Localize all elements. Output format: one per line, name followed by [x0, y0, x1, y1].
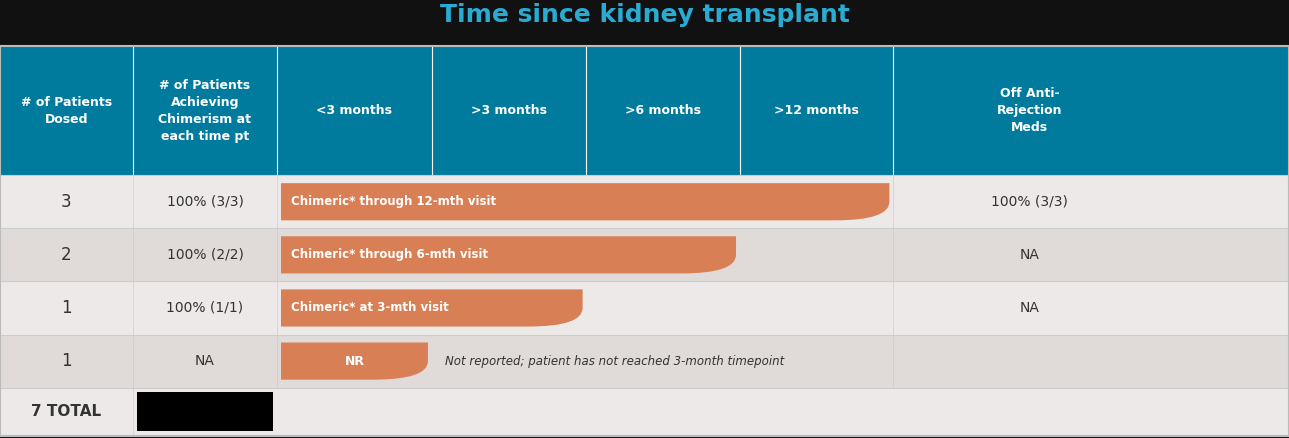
Text: 3: 3	[61, 193, 72, 211]
Text: >3 months: >3 months	[472, 104, 547, 117]
Text: <3 months: <3 months	[317, 104, 392, 117]
Text: # of Patients
Dosed: # of Patients Dosed	[21, 95, 112, 126]
Text: >6 months: >6 months	[625, 104, 701, 117]
FancyBboxPatch shape	[0, 228, 1289, 282]
Text: NR: NR	[344, 355, 365, 367]
Text: Chimeric* through 6-mth visit: Chimeric* through 6-mth visit	[291, 248, 489, 261]
Text: >12 months: >12 months	[775, 104, 858, 117]
PathPatch shape	[281, 290, 583, 327]
Text: NA: NA	[1020, 248, 1040, 262]
PathPatch shape	[281, 343, 428, 380]
PathPatch shape	[281, 236, 736, 273]
Text: NA: NA	[195, 354, 215, 368]
FancyBboxPatch shape	[0, 175, 1289, 228]
Text: Chimeric* through 12-mth visit: Chimeric* through 12-mth visit	[291, 195, 496, 208]
Text: # of Patients
Achieving
Chimerism at
each time pt: # of Patients Achieving Chimerism at eac…	[159, 78, 251, 143]
Text: 1: 1	[61, 299, 72, 317]
FancyBboxPatch shape	[0, 335, 1289, 388]
Text: 100% (3/3): 100% (3/3)	[166, 195, 244, 209]
Text: 100% (2/2): 100% (2/2)	[166, 248, 244, 262]
Text: 100% (3/3): 100% (3/3)	[991, 195, 1069, 209]
FancyBboxPatch shape	[0, 46, 1289, 175]
FancyBboxPatch shape	[0, 282, 1289, 335]
Text: 1: 1	[61, 352, 72, 370]
Text: Chimeric* at 3-mth visit: Chimeric* at 3-mth visit	[291, 301, 449, 314]
FancyBboxPatch shape	[137, 392, 273, 431]
Text: 100% (1/1): 100% (1/1)	[166, 301, 244, 315]
Text: NA: NA	[1020, 301, 1040, 315]
Text: Off Anti-
Rejection
Meds: Off Anti- Rejection Meds	[998, 87, 1062, 134]
Text: Not reported; patient has not reached 3-month timepoint: Not reported; patient has not reached 3-…	[445, 355, 784, 367]
FancyBboxPatch shape	[0, 388, 1289, 436]
Text: 7 TOTAL: 7 TOTAL	[31, 404, 102, 419]
PathPatch shape	[281, 183, 889, 220]
Text: Time since kidney transplant: Time since kidney transplant	[440, 4, 849, 27]
Text: 2: 2	[61, 246, 72, 264]
